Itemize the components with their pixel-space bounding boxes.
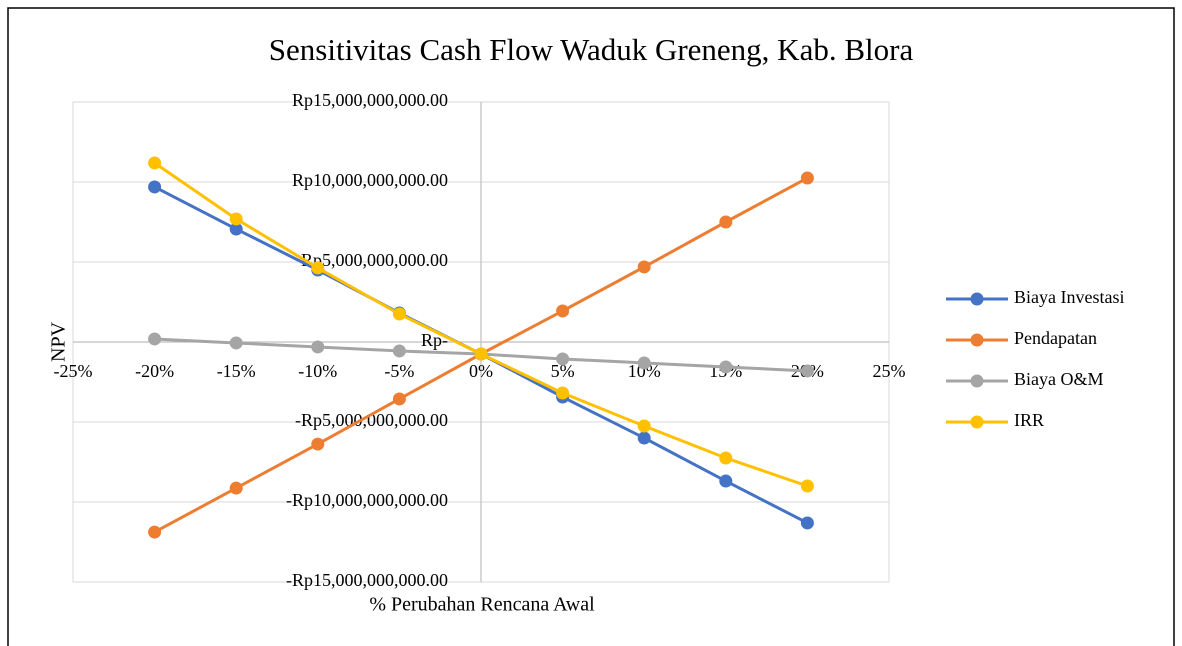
data-point [800, 479, 814, 493]
data-point [800, 171, 814, 185]
data-point [556, 386, 570, 400]
y-tick-label: -Rp10,000,000,000.00 [286, 490, 448, 510]
legend-label: Biaya O&M [1014, 369, 1104, 389]
x-tick-label: -25% [54, 361, 93, 381]
data-point [474, 347, 488, 361]
x-tick-label: -20% [135, 361, 174, 381]
legend-label: IRR [1014, 410, 1044, 430]
x-tick-label: -15% [217, 361, 256, 381]
y-tick-label: Rp15,000,000,000.00 [292, 90, 448, 110]
data-point [311, 261, 325, 275]
legend-label: Pendapatan [1014, 328, 1097, 348]
x-tick-label: -10% [298, 361, 337, 381]
data-point [229, 336, 243, 350]
data-point [800, 516, 814, 530]
y-tick-label: -Rp15,000,000,000.00 [286, 570, 448, 590]
x-tick-label: 5% [551, 361, 575, 381]
data-point [719, 474, 733, 488]
data-point [311, 437, 325, 451]
data-point [637, 419, 651, 433]
data-point [556, 352, 570, 366]
data-point [556, 304, 570, 318]
x-tick-label: 25% [873, 361, 906, 381]
data-point [229, 212, 243, 226]
data-point [229, 481, 243, 495]
y-tick-label: Rp- [421, 330, 448, 350]
data-point [392, 344, 406, 358]
x-tick-label: 0% [469, 361, 493, 381]
data-point [637, 260, 651, 274]
data-point [148, 525, 162, 539]
data-point [229, 222, 243, 236]
data-point [637, 356, 651, 370]
chart-title: Sensitivitas Cash Flow Waduk Greneng, Ka… [269, 32, 914, 67]
y-tick-label: -Rp5,000,000,000.00 [295, 410, 448, 430]
data-point [148, 332, 162, 346]
data-point [392, 392, 406, 406]
legend-marker [970, 333, 984, 347]
legend-marker [970, 374, 984, 388]
data-point [148, 156, 162, 170]
legend-marker [970, 292, 984, 306]
data-point [311, 340, 325, 354]
chart-border [7, 7, 1175, 646]
y-axis-label: NPV [48, 321, 70, 362]
x-axis-label: % Perubahan Rencana Awal [369, 594, 595, 616]
legend-marker [970, 415, 984, 429]
x-tick-label: -5% [384, 361, 414, 381]
data-point [800, 364, 814, 378]
data-point [148, 180, 162, 194]
y-tick-label: Rp10,000,000,000.00 [292, 170, 448, 190]
data-point [719, 451, 733, 465]
legend-label: Biaya Investasi [1014, 287, 1124, 307]
y-tick-label: Rp5,000,000,000.00 [301, 250, 448, 270]
data-point [637, 431, 651, 445]
data-point [392, 307, 406, 321]
x-tick-label: 10% [628, 361, 661, 381]
data-point [719, 215, 733, 229]
data-point [719, 360, 733, 374]
